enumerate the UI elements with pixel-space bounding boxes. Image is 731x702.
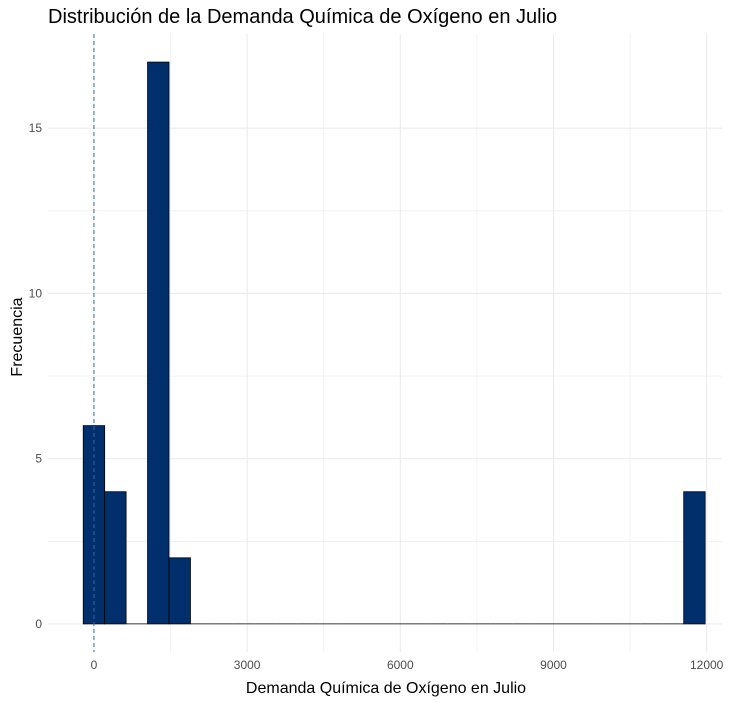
histogram-bar: [147, 61, 170, 625]
y-tick-label: 0: [35, 617, 42, 631]
x-axis-title: Demanda Química de Oxígeno en Julio: [246, 680, 526, 697]
y-axis-title: Frecuencia: [9, 297, 26, 376]
histogram-bar: [683, 491, 706, 625]
x-tick-label: 12000: [690, 658, 724, 672]
x-tick-label: 6000: [387, 658, 414, 672]
tick-label-layer: 0 3000 6000 9000 12000 0 5 10 15: [29, 121, 724, 672]
x-tick-label: 0: [91, 658, 98, 672]
y-tick-label: 10: [29, 286, 43, 300]
x-tick-label: 3000: [234, 658, 261, 672]
bar-layer: [82, 61, 706, 625]
histogram-bar: [104, 491, 127, 625]
y-tick-label: 15: [29, 121, 43, 135]
histogram-bar: [168, 557, 191, 625]
chart-title: Distribución de la Demanda Química de Ox…: [48, 6, 558, 28]
y-tick-label: 5: [35, 452, 42, 466]
x-tick-label: 9000: [540, 658, 567, 672]
